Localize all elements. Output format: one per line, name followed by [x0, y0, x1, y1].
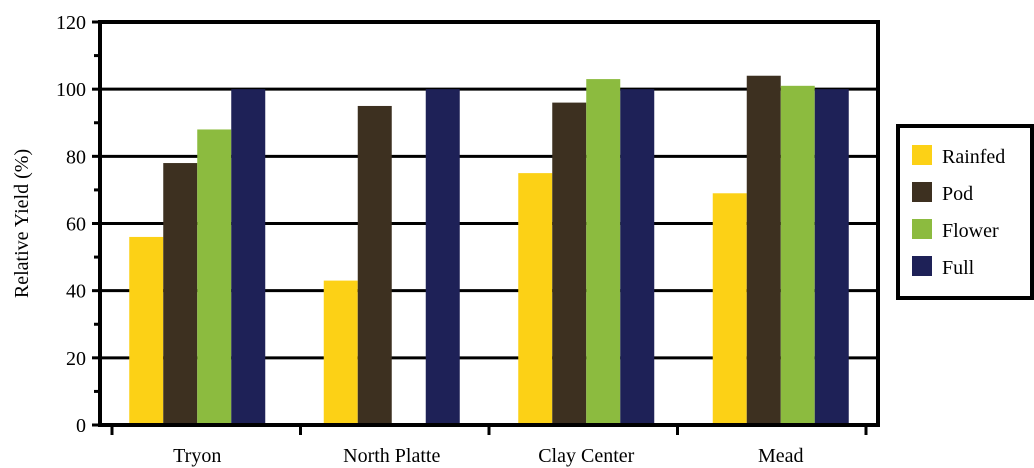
- bar-pod-clay-center: [552, 102, 587, 425]
- legend: Rainfed Pod Flower Full: [896, 124, 1034, 300]
- y-tick-label: 0: [76, 415, 86, 437]
- bar-flower-mead: [780, 85, 815, 425]
- y-axis-title: Relative Yield (%): [11, 149, 33, 298]
- bar-rainfed-clay-center: [518, 173, 553, 425]
- y-tick-label: 100: [56, 79, 86, 101]
- legend-swatch: [912, 182, 932, 202]
- x-tick-label: North Platte: [343, 445, 440, 467]
- legend-label: Full: [942, 257, 975, 279]
- bar-rainfed-north-platte: [323, 280, 358, 425]
- y-tick-label: 20: [66, 348, 86, 370]
- y-tick-label: 80: [66, 146, 86, 168]
- bar-pod-tryon: [163, 163, 198, 426]
- bar-flower-tryon: [197, 129, 232, 425]
- bar-flower-clay-center: [586, 79, 621, 425]
- y-axis-ticks: 0 20 40 60 80 100 120: [56, 12, 100, 437]
- bar-full-mead: [814, 89, 849, 426]
- bar-rainfed-tryon: [129, 236, 164, 425]
- bar-pod-north-platte: [357, 105, 392, 425]
- bars: [129, 75, 849, 426]
- y-tick-label: 120: [56, 12, 86, 34]
- legend-swatch: [912, 219, 932, 239]
- x-axis-ticks: Tryon North Platte Clay Center Mead: [110, 425, 868, 467]
- x-tick-label: Clay Center: [538, 445, 634, 467]
- x-tick-label: Mead: [758, 445, 804, 467]
- legend-label: Flower: [942, 220, 999, 242]
- x-tick-label: Tryon: [173, 445, 221, 467]
- bar-rainfed-mead: [712, 193, 747, 425]
- bar-full-clay-center: [620, 89, 655, 426]
- bar-pod-mead: [746, 75, 781, 425]
- y-tick-label: 40: [66, 281, 86, 303]
- bar-full-north-platte: [425, 89, 460, 426]
- legend-swatch: [912, 256, 932, 276]
- legend-label: Rainfed: [942, 146, 1005, 168]
- legend-swatch: [912, 145, 932, 165]
- y-tick-label: 60: [66, 214, 86, 236]
- bar-full-tryon: [231, 89, 266, 426]
- legend-label: Pod: [942, 183, 973, 205]
